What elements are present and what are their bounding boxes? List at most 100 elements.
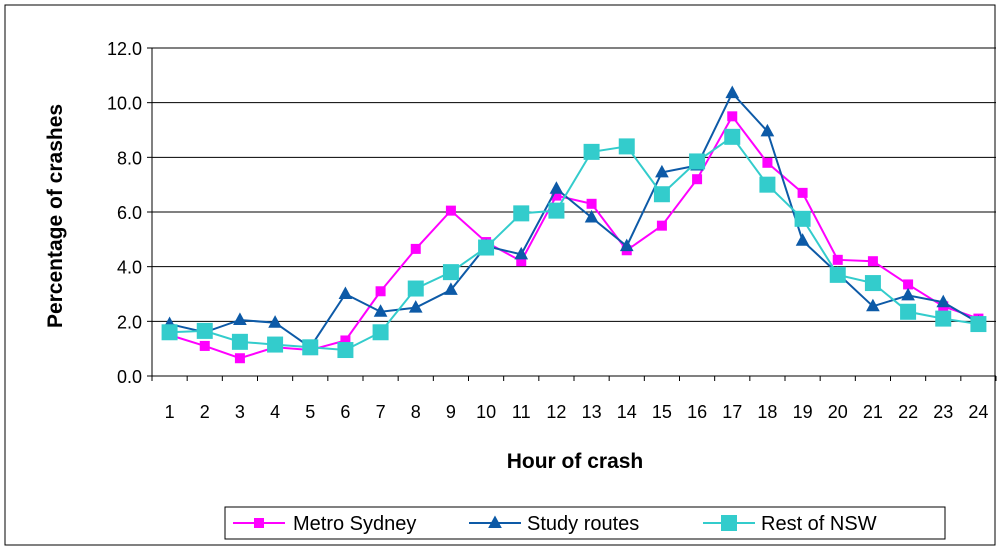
y-tick-label: 0.0 — [117, 367, 142, 387]
data-point — [583, 143, 600, 160]
x-tick-label: 17 — [722, 402, 742, 422]
data-point — [445, 205, 456, 216]
y-tick-label: 2.0 — [117, 312, 142, 332]
data-point — [903, 279, 914, 290]
legend-marker — [721, 515, 737, 531]
x-tick-label: 21 — [863, 402, 883, 422]
y-axis-label: Percentage of crashes — [44, 104, 67, 328]
data-point — [584, 209, 599, 223]
data-point — [410, 243, 421, 254]
x-tick-label: 11 — [512, 402, 531, 422]
data-point — [692, 174, 703, 185]
data-point — [338, 286, 353, 299]
legend-box — [224, 506, 946, 540]
data-point — [867, 256, 878, 267]
chart-border — [4, 4, 996, 546]
data-point — [797, 187, 808, 198]
data-point — [233, 312, 247, 325]
legend-item: Metro Sydney — [233, 513, 416, 535]
x-tick-label: 6 — [340, 402, 350, 422]
x-tick-label: 7 — [376, 402, 386, 422]
legend-label: Rest of NSW — [761, 513, 877, 535]
x-tick-label: 2 — [200, 402, 210, 422]
legend-marker — [254, 518, 264, 528]
x-tick-label: 12 — [546, 402, 566, 422]
data-point — [829, 266, 846, 283]
data-point — [199, 340, 210, 351]
legend-marker — [488, 515, 502, 528]
data-point — [268, 315, 282, 328]
y-tick-label: 12.0 — [107, 39, 142, 59]
data-point — [725, 85, 740, 99]
data-point — [653, 186, 670, 203]
legend-label: Metro Sydney — [293, 513, 416, 535]
data-point — [372, 324, 389, 341]
data-point — [408, 300, 423, 313]
x-tick-label: 13 — [582, 402, 602, 422]
data-point — [936, 294, 951, 308]
data-point — [478, 239, 495, 256]
y-tick-label: 6.0 — [117, 203, 142, 223]
data-point — [373, 304, 388, 317]
x-tick-label: 18 — [757, 402, 777, 422]
x-tick-label: 23 — [933, 402, 953, 422]
x-tick-label: 10 — [476, 402, 496, 422]
data-point — [759, 176, 776, 193]
data-point — [161, 324, 178, 341]
x-tick-label: 9 — [446, 402, 456, 422]
axes: 0.02.04.06.08.010.012.01 2 3 4 5 6 7 8 9 10 11 12 13… — [107, 39, 997, 422]
y-tick-label: 4.0 — [117, 258, 142, 278]
data-point — [231, 333, 248, 350]
y-tick-label: 10.0 — [107, 94, 142, 114]
data-point — [337, 342, 354, 359]
legend: Metro Sydney Study routes Rest of NSW — [224, 506, 946, 540]
data-point — [970, 316, 987, 333]
x-tick-label: 14 — [617, 402, 637, 422]
y-tick-label: 8.0 — [117, 148, 142, 168]
series-rest-of-nsw — [161, 128, 987, 359]
data-point — [549, 181, 564, 194]
data-point — [548, 202, 565, 219]
data-point — [655, 164, 669, 178]
data-point — [656, 220, 667, 231]
x-tick-label: 19 — [793, 402, 813, 422]
data-point — [407, 280, 424, 297]
x-tick-label: 22 — [898, 402, 918, 422]
data-point — [762, 157, 773, 168]
x-tick-label: 8 — [411, 402, 421, 422]
series-lines — [161, 85, 987, 364]
x-axis-label: Hour of crash — [507, 450, 644, 473]
data-point — [375, 286, 386, 297]
data-point — [444, 282, 458, 295]
data-point — [727, 111, 738, 122]
data-point — [302, 339, 319, 356]
data-point — [864, 275, 881, 292]
data-point — [901, 287, 915, 301]
data-point — [196, 322, 213, 339]
data-point — [267, 336, 284, 353]
data-point — [618, 138, 635, 155]
data-point — [513, 205, 530, 222]
x-tick-label: 20 — [828, 402, 848, 422]
data-point — [689, 153, 706, 170]
x-tick-label: 1 — [165, 402, 175, 422]
legend-item: Study routes — [469, 513, 639, 535]
data-point — [900, 303, 917, 320]
x-tick-label: 4 — [270, 402, 280, 422]
data-point — [760, 123, 775, 137]
data-point — [234, 353, 245, 364]
data-point — [514, 246, 529, 260]
data-point — [586, 198, 597, 209]
data-point — [866, 298, 880, 312]
x-tick-label: 24 — [968, 402, 988, 422]
data-point — [935, 310, 952, 327]
x-tick-label: 5 — [305, 402, 315, 422]
data-point — [795, 233, 810, 246]
data-point — [832, 254, 843, 265]
data-point — [724, 128, 741, 145]
data-point — [442, 264, 459, 281]
x-tick-label: 15 — [652, 402, 672, 422]
legend-item: Rest of NSW — [703, 513, 877, 535]
